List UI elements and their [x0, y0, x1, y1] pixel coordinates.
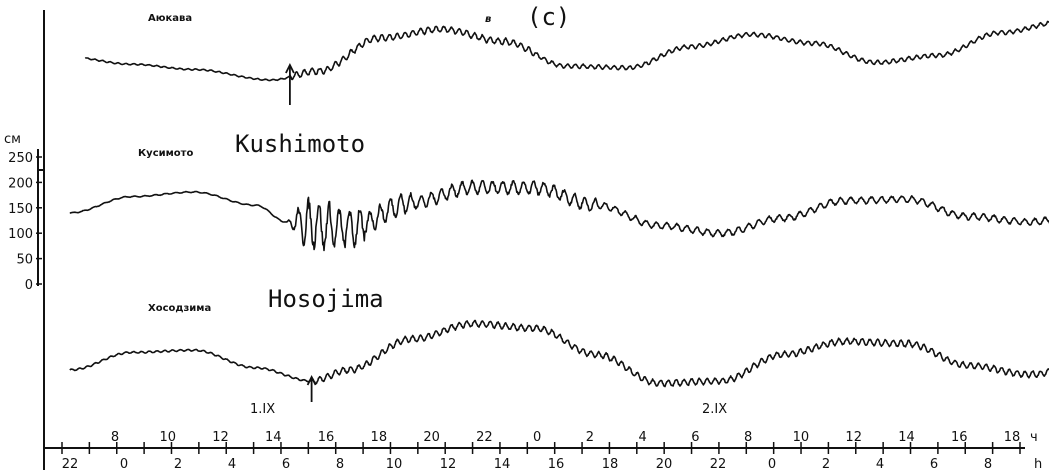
x-tick-label-upper: 12 [212, 430, 229, 445]
x-tick-label-upper: 2 [586, 430, 594, 445]
x-tick-label-lower: 2 [822, 457, 830, 472]
date-mark-2: 2.IX [702, 402, 727, 417]
x-tick-label-upper: 14 [265, 430, 282, 445]
y-tick-label: 100 [8, 227, 33, 242]
x-tick-label-lower: 6 [282, 457, 290, 472]
y-unit-label: см [4, 132, 21, 147]
x-tick-label-lower: 16 [548, 457, 565, 472]
y-tick-label: 250 [8, 151, 33, 166]
x-tick-label-upper: 14 [898, 430, 915, 445]
x-tick-label-upper: 8 [111, 430, 119, 445]
trace-hosojima [69, 319, 1049, 388]
y-tick-label: 150 [8, 202, 33, 217]
x-tick-label-lower: 14 [494, 457, 511, 472]
arrival-arrows [285, 62, 317, 402]
x-unit-alt-label: h [1034, 457, 1042, 472]
x-tick-label-lower: 18 [602, 457, 619, 472]
x-tick-label-lower: 8 [984, 457, 992, 472]
x-tick-label-lower: 0 [768, 457, 776, 472]
x-tick-label-upper: 10 [159, 430, 176, 445]
date-mark-1: 1.IX [250, 402, 275, 417]
y-ticks: 0 50 100 150 200 250 [8, 151, 42, 293]
panel-label: (c) [527, 3, 570, 31]
x-tick-label-upper: 0 [533, 430, 541, 445]
x-tick-label-lower: 8 [336, 457, 344, 472]
x-unit-label: ч [1030, 430, 1038, 445]
x-tick-label-upper: 8 [744, 430, 752, 445]
x-tick-label-upper: 10 [793, 430, 810, 445]
x-tick-label-upper: 16 [318, 430, 335, 445]
x-tick-label-lower: 12 [440, 457, 457, 472]
station-label-ayukawa: Аюкава [148, 13, 192, 24]
x-tick-label-upper: 12 [845, 430, 862, 445]
x-tick-label-upper: 18 [371, 430, 388, 445]
y-tick-label: 50 [16, 253, 33, 268]
x-tick-label-lower: 22 [710, 457, 727, 472]
x-tick-label-lower: 2 [174, 457, 182, 472]
x-tick-label-upper: 20 [423, 430, 440, 445]
arrival-arrow-ayukawa [285, 62, 295, 105]
x-tick-label-lower: 0 [120, 457, 128, 472]
trace-ayukawa [84, 20, 1049, 82]
y-tick-label: 0 [25, 278, 33, 293]
x-tick-label-lower: 4 [876, 457, 884, 472]
x-tick-label-upper: 22 [476, 430, 493, 445]
station-label-hosojima-en: Hosojima [268, 285, 384, 313]
x-tick-label-upper: 16 [951, 430, 968, 445]
x-tick-label-lower: 6 [930, 457, 938, 472]
station-label-hosojima: Хосодзима [148, 303, 211, 314]
x-tick-label-upper: 4 [639, 430, 647, 445]
arrival-arrow-hosojima [306, 374, 317, 402]
panel-letter: в [485, 14, 491, 25]
x-tick-label-lower: 4 [228, 457, 236, 472]
station-label-kushimoto-en: Kushimoto [235, 130, 365, 158]
x-tick-label-upper: 18 [1004, 430, 1021, 445]
x-tick-label-upper: 6 [691, 430, 699, 445]
trace-kushimoto [69, 179, 1049, 252]
station-label-kushimoto: Кусимото [138, 148, 193, 159]
y-tick-label: 200 [8, 176, 33, 191]
x-tick-label-lower: 22 [62, 457, 79, 472]
x-tick-label-lower: 20 [656, 457, 673, 472]
x-tick-label-lower: 10 [386, 457, 403, 472]
